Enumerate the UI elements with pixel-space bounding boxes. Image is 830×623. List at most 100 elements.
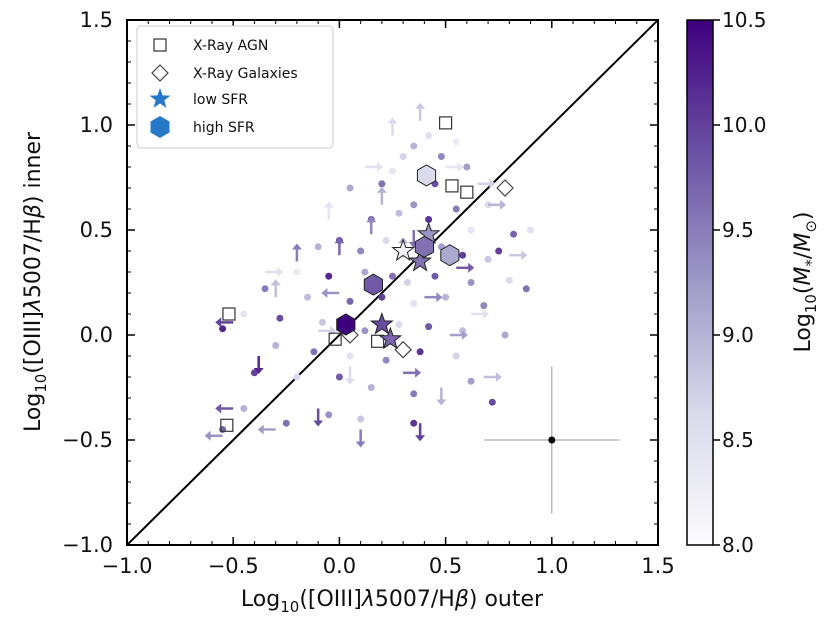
data-point bbox=[361, 327, 369, 335]
limit-arrow bbox=[376, 186, 387, 205]
data-point bbox=[452, 138, 460, 146]
limit-arrow bbox=[321, 288, 340, 298]
data-point bbox=[382, 356, 390, 364]
data-point bbox=[367, 384, 375, 391]
x-tick-label: 0.5 bbox=[429, 554, 462, 578]
data-point bbox=[240, 405, 248, 412]
high-sfr-hexagon bbox=[416, 164, 437, 187]
limit-arrow bbox=[483, 372, 502, 382]
plot-area bbox=[127, 20, 658, 545]
legend-box bbox=[136, 25, 334, 149]
agn-square bbox=[220, 418, 234, 432]
data-point bbox=[318, 318, 326, 326]
limit-arrow bbox=[471, 309, 490, 319]
colorbar-tick-label: 10.5 bbox=[722, 8, 767, 32]
y-tick-label: 1.5 bbox=[80, 8, 113, 32]
limit-arrow bbox=[215, 403, 234, 414]
limit-arrow bbox=[345, 366, 356, 385]
limit-arrow bbox=[265, 267, 284, 277]
agn-square bbox=[371, 334, 385, 348]
limit-arrow bbox=[355, 429, 366, 448]
limit-arrow bbox=[204, 430, 223, 441]
colorbar-tick-label: 8.5 bbox=[722, 428, 754, 452]
limit-arrow bbox=[313, 408, 324, 427]
one-to-one-line bbox=[127, 20, 658, 545]
legend: X-Ray AGN X-Ray Galaxies low SFR high SFR bbox=[136, 25, 334, 149]
data-point bbox=[293, 268, 301, 276]
x-tick-label: 0.0 bbox=[323, 554, 356, 578]
legend-label: X-Ray Galaxies bbox=[193, 66, 298, 82]
limit-arrow bbox=[387, 117, 398, 136]
data-point bbox=[403, 279, 411, 286]
data-point bbox=[484, 255, 492, 263]
data-point bbox=[522, 285, 530, 293]
colorbar-label: Log10(M*/M⊙) bbox=[791, 211, 820, 352]
legend-square-icon bbox=[153, 38, 167, 52]
limit-arrow bbox=[445, 162, 464, 172]
data-point bbox=[442, 293, 450, 301]
data-point bbox=[437, 153, 445, 160]
data-point bbox=[378, 180, 386, 188]
error-bar-point bbox=[548, 436, 556, 444]
data-point bbox=[495, 247, 503, 255]
colorbar-tick-label: 9.5 bbox=[722, 218, 754, 242]
y-axis-label: Log10([OIII]λ5007/Hβ) inner bbox=[21, 131, 50, 432]
data-point bbox=[416, 348, 424, 356]
data-point bbox=[501, 331, 509, 339]
data-point bbox=[410, 142, 418, 150]
limit-arrow bbox=[509, 250, 528, 261]
plot-frame bbox=[126, 19, 659, 546]
data-point bbox=[335, 373, 343, 381]
legend-hexagon-icon bbox=[150, 116, 170, 138]
colorbar-tick-label: 10.0 bbox=[722, 113, 767, 137]
limit-arrow bbox=[415, 423, 426, 442]
x-axis-label: Log10([OIII]λ5007/Hβ) outer bbox=[241, 587, 544, 616]
limit-arrow bbox=[215, 317, 234, 328]
limit-arrow bbox=[488, 199, 507, 210]
agn-square bbox=[328, 332, 342, 346]
data-point bbox=[510, 230, 518, 238]
limit-arrow bbox=[436, 387, 447, 406]
data-point bbox=[261, 285, 269, 293]
data-point bbox=[293, 373, 301, 381]
data-point bbox=[276, 314, 284, 322]
high-sfr-hexagon bbox=[440, 244, 460, 267]
low-sfr-star bbox=[408, 249, 433, 272]
data-point bbox=[272, 342, 280, 349]
limit-arrow bbox=[291, 243, 302, 262]
galaxy-diamond bbox=[496, 179, 514, 197]
limit-arrow bbox=[456, 262, 475, 273]
legend-label: X-Ray AGN bbox=[193, 38, 268, 54]
data-point bbox=[219, 426, 227, 433]
x-tick-label: 1.0 bbox=[535, 554, 568, 578]
data-point bbox=[431, 272, 439, 280]
data-point bbox=[382, 237, 390, 244]
data-point bbox=[357, 247, 365, 255]
data-point bbox=[310, 348, 318, 356]
data-point bbox=[346, 297, 354, 305]
low-sfr-star bbox=[369, 312, 394, 335]
data-point bbox=[452, 352, 460, 360]
colorbar-gradient bbox=[686, 19, 714, 546]
data-point bbox=[410, 201, 418, 209]
limit-arrow bbox=[477, 178, 496, 189]
limit-arrow bbox=[424, 292, 443, 303]
data-point bbox=[505, 276, 513, 284]
data-point bbox=[389, 272, 396, 280]
data-point bbox=[378, 293, 386, 301]
limit-arrow bbox=[403, 367, 422, 378]
data-point bbox=[463, 163, 471, 171]
x-tick-label: −1.0 bbox=[102, 554, 153, 578]
x-tick-label: −0.5 bbox=[208, 554, 259, 578]
legend-diamond-icon bbox=[151, 64, 169, 82]
data-point bbox=[314, 243, 322, 251]
limit-arrow bbox=[318, 325, 337, 336]
limit-arrow bbox=[366, 216, 377, 235]
data-point bbox=[452, 205, 460, 213]
data-point bbox=[389, 167, 396, 175]
colorbar: 8.0 8.5 9.0 9.5 10.0 10.5 Log10(M*/M⊙) bbox=[686, 8, 820, 557]
limit-arrow bbox=[270, 279, 281, 298]
data-point bbox=[467, 279, 475, 286]
data-point bbox=[410, 300, 418, 307]
